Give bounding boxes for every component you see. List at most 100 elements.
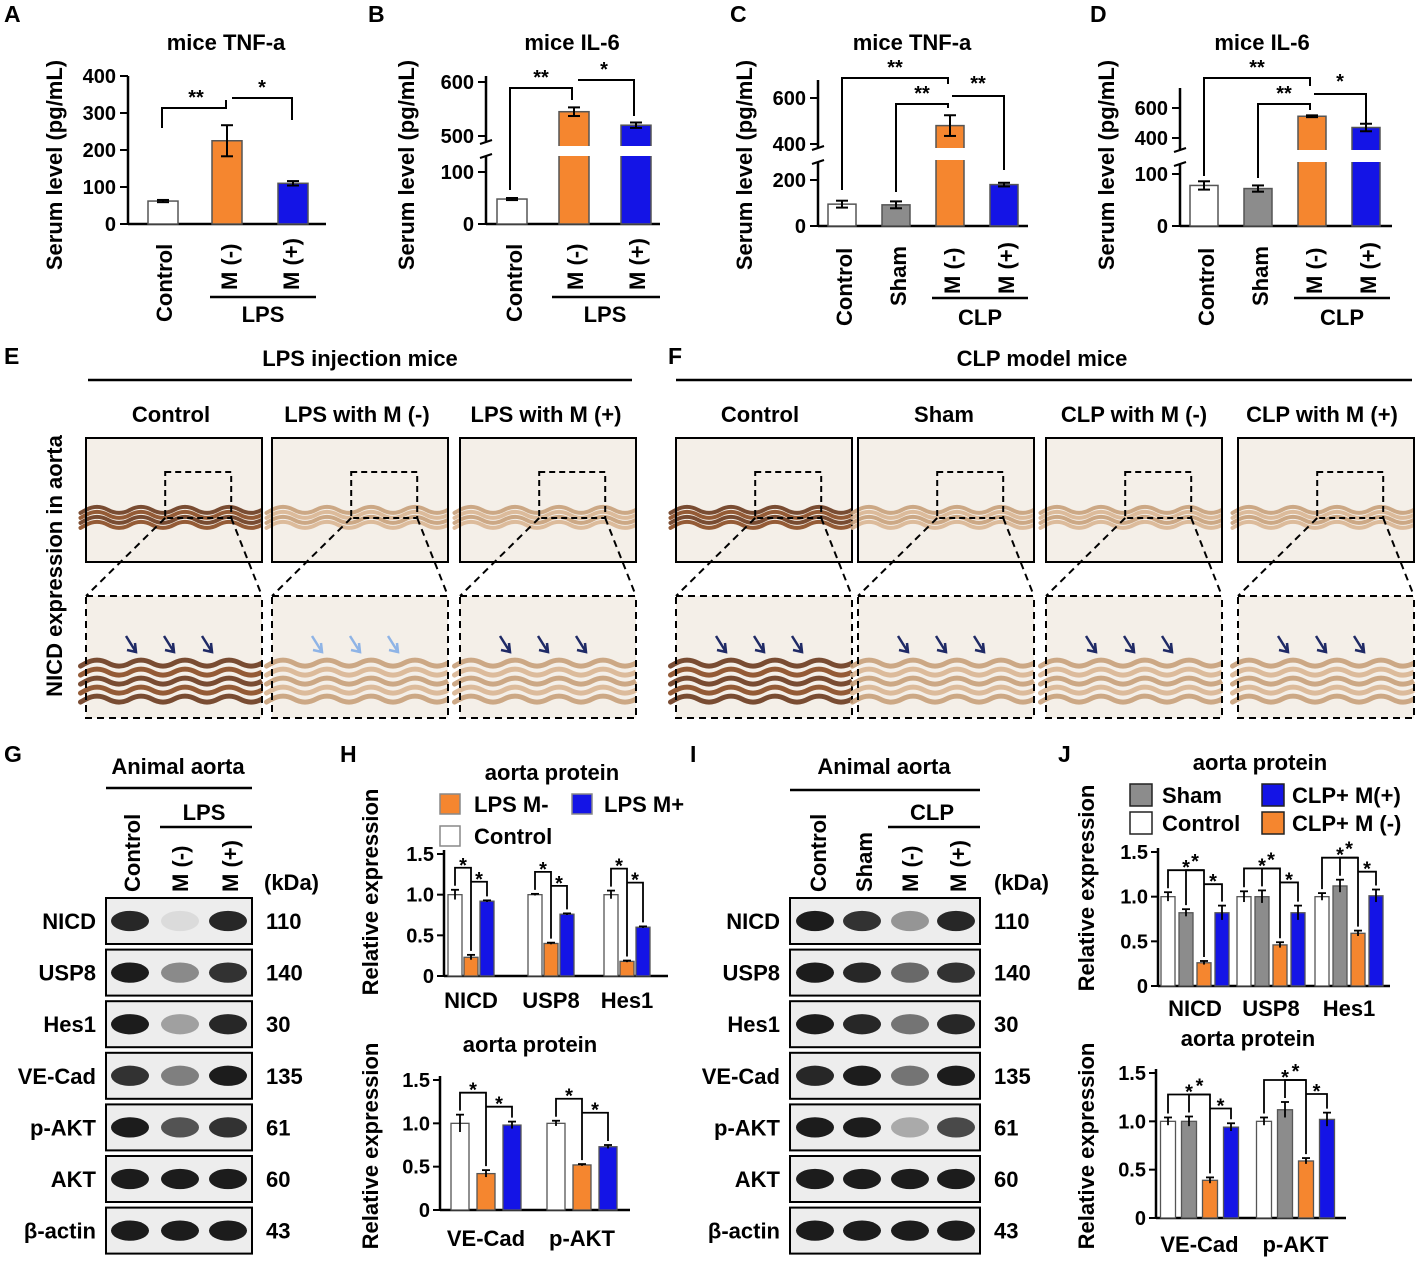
blotG-protein-0: NICD	[42, 909, 96, 934]
clp-col-m-plus: CLP with M (+)	[1246, 402, 1398, 427]
blotG-kda-5: 60	[266, 1167, 290, 1192]
panel-label-b: B	[368, 1, 385, 27]
histo-zoom-line-l-0-2	[459, 517, 540, 597]
chartJ2-bar-0-2	[1201, 1179, 1219, 1219]
chartJ2-xlabel-1: p-AKT	[1263, 1232, 1330, 1257]
chartJ1-bar-1-1	[1254, 896, 1270, 987]
chartJ2-xlabel-0: VE-Cad	[1160, 1232, 1238, 1257]
histo-roi-1-1	[936, 471, 1005, 519]
histo-roi-1-2	[1124, 471, 1193, 519]
histo-zoom-0-1	[264, 595, 450, 719]
chart-d-ytick-0: 0	[1157, 216, 1168, 238]
histo-top-1-1-fiber-1	[850, 509, 1035, 520]
histo-arrow-0-2-0	[498, 635, 512, 654]
histo-top-0-1-fiber-3	[264, 519, 449, 530]
chart-a-ytick-4: 400	[83, 66, 116, 88]
chartD-bar-break-3	[1350, 150, 1382, 162]
chartJ1-bar-1-3	[1290, 912, 1306, 987]
chart-j2-ylabel: Relative expression	[1074, 1043, 1099, 1250]
histo-zoom-line-l-0-1	[271, 517, 352, 597]
chartH1-sig-bracket-b-1	[551, 884, 568, 910]
histo-zoom-1-2-fiber-2	[1038, 675, 1224, 687]
chartJ2-sig-c-1: *	[1292, 1061, 1300, 1083]
chartJ1-sig-a-1: *	[1258, 855, 1266, 877]
chartH1-bar-0-2	[479, 900, 495, 977]
chart-h: aorta protein LPS M- LPS M+ Control Rela…	[358, 760, 684, 1251]
histo-zoom-1-3	[1230, 595, 1416, 719]
chart-a-xlabel-m-plus: M (+)	[279, 238, 304, 290]
histo-top-1-2	[1038, 437, 1223, 563]
blotG-band-1-2	[209, 962, 247, 983]
histo-top-1-3-fiber-0	[1230, 504, 1415, 515]
histo-zoom-1-3-fiber-3	[1230, 684, 1416, 696]
chart-a-sig-2: *	[258, 77, 266, 99]
histo-top-0-1-fiber-1	[264, 509, 449, 520]
histo-top-1-1-fiber-0	[850, 504, 1035, 515]
blotI-band-0-3	[937, 910, 975, 932]
histo-zoom-1-2-fiber-3	[1038, 684, 1224, 696]
chart-b-group-label: LPS	[584, 302, 627, 327]
chart-c-ytick-2: 400	[773, 134, 806, 156]
blotG-protein-6: β-actin	[24, 1219, 96, 1244]
blotI-band-5-0	[796, 1168, 834, 1190]
chart-d-xlabel-m-minus: M (-)	[1302, 248, 1327, 294]
histo-top-1-3-fiber-3	[1230, 519, 1415, 530]
chartJ1-bar-0-0	[1160, 896, 1176, 987]
histo-zoom-1-2-fiber-1	[1038, 666, 1224, 678]
blotG-band-3-0	[111, 1065, 149, 1086]
histo-zoom-0-1-fiber-4	[264, 693, 450, 705]
chart-b-ylabel: Serum level (pg/mL)	[394, 60, 419, 270]
chartH1-ytick-3: 1.5	[406, 844, 434, 866]
blotI-band-0-0	[796, 910, 834, 932]
chartJ1-bar-2-1	[1332, 885, 1348, 987]
blotG-band-2-1	[161, 1014, 199, 1035]
histo-zoom-1-3-fiber-0	[1230, 657, 1416, 669]
clp-col-sham: Sham	[914, 402, 974, 427]
chartJ2-bar-1-1	[1276, 1109, 1294, 1219]
chartJ1-sig-c-1: *	[1267, 849, 1275, 871]
blot-i-lane-sham: Sham	[852, 832, 877, 892]
chart-d-sig-2: **	[1276, 83, 1292, 105]
histo-top-0-2-fiber-2	[452, 514, 637, 525]
blotG-row-3: VE-Cad 135	[18, 1051, 303, 1100]
chartH1-bar-1-1	[543, 942, 559, 977]
panel-label-e: E	[4, 343, 19, 369]
chartJ1-xlabel-2: Hes1	[1323, 996, 1376, 1021]
blotI-row-5: AKT 60	[735, 1155, 1018, 1203]
chartH2-sig-bracket-b-0	[486, 1105, 513, 1118]
blotI-band-1-1	[843, 962, 881, 983]
chart-a-title: mice TNF-a	[167, 30, 286, 55]
chart-c-xlabel-m-plus: M (+)	[994, 242, 1019, 294]
histo-zoom-0-2	[452, 595, 638, 719]
histo-top-1-1-fiber-2	[850, 514, 1035, 525]
blot-g-lane-control: Control	[120, 814, 145, 892]
histo-top-0-1-frame	[271, 437, 449, 563]
histo-zoom-1-1-fiber-2	[850, 675, 1036, 687]
blotI-kda-2: 30	[994, 1012, 1018, 1037]
histo-zoom-1-1-fiber-4	[850, 693, 1036, 705]
chartH2-sig-bracket-b-1	[582, 1111, 609, 1141]
histo-roi-0-2	[538, 471, 607, 519]
chart-j-legend-control: Control	[1162, 811, 1240, 836]
chart-h-legend-m-plus: LPS M+	[604, 792, 684, 817]
chartB-bar-1	[558, 110, 590, 225]
chartH1-bar-0-1	[463, 956, 479, 977]
blotI-protein-6: β-actin	[708, 1219, 780, 1244]
blotI-protein-1: USP8	[723, 961, 780, 986]
blotI-row-1: USP8 140	[723, 948, 1031, 997]
chartH1-sig-a-1: *	[539, 859, 547, 881]
chartC-bar-break-2	[934, 148, 966, 160]
chartJ2-sig-bracket-c-1	[1284, 1079, 1306, 1098]
chartJ1-sig-bracket-b-0	[1204, 883, 1223, 902]
chartJ2-sig-b-0: *	[1217, 1096, 1225, 1118]
chartD-bar-1	[1243, 187, 1273, 227]
chart-h-legend-m-minus: LPS M-	[474, 792, 549, 817]
chart-c: mice TNF-a Serum level (pg/mL) 0 200 400…	[732, 30, 1028, 330]
chartH1-bar-2-0	[603, 894, 619, 977]
chart-c-sig-3: **	[970, 73, 986, 95]
chart-j2-title: aorta protein	[1181, 1026, 1315, 1051]
histo-arrow-1-3-1	[1314, 635, 1328, 654]
histo-top-1-0-fiber-2	[668, 514, 853, 525]
chartH2-ytick-2: 1.0	[402, 1113, 430, 1135]
chart-d-xlabel-sham: Sham	[1248, 246, 1273, 306]
